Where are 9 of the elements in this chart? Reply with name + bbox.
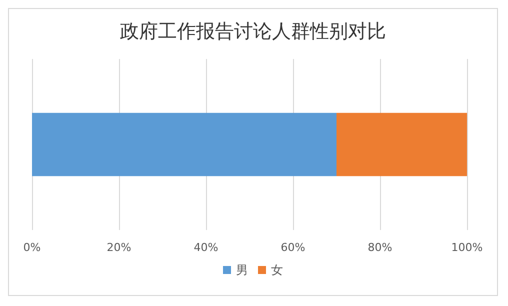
x-tick-label: 20% — [106, 241, 132, 254]
legend-label: 女 — [271, 263, 283, 277]
chart-title: 政府工作报告讨论人群性别对比 — [120, 20, 386, 42]
x-tick-label: 40% — [194, 241, 218, 254]
x-tick-label: 100% — [451, 241, 483, 254]
x-tick-label: 0% — [23, 241, 41, 254]
legend-label: 男 — [236, 263, 248, 277]
x-tick-label: 80% — [368, 241, 392, 254]
x-tick-label: 60% — [280, 241, 306, 254]
